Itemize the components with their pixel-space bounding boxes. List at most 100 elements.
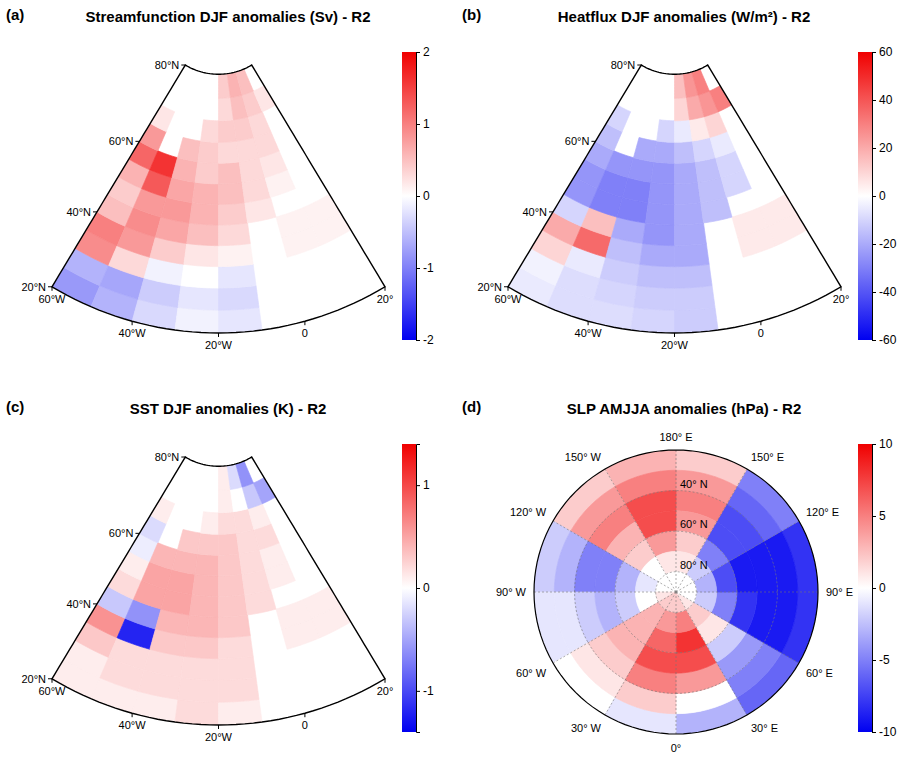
cell: [219, 286, 260, 311]
colorbar-tick: 5: [872, 509, 886, 523]
colorbar-tick-mark: [872, 292, 876, 293]
colorbar-tick-label: 0: [423, 189, 430, 203]
colorbar-tick-label: -20: [879, 237, 897, 251]
tick-label: 60°W: [38, 293, 66, 305]
tick-mark: [93, 603, 97, 604]
colorbar-tick: -20: [872, 237, 897, 251]
panel-title: SLP AMJJA anomalies (hPa) - R2: [567, 400, 802, 417]
cells: [52, 461, 351, 725]
tick-mark: [637, 65, 641, 66]
colorbar-tick-mark: [416, 485, 420, 486]
colorbar-tick-mark: [872, 52, 876, 53]
colorbar-tick-label: 20: [879, 141, 893, 155]
cell: [219, 699, 263, 725]
tick-mark: [588, 321, 589, 325]
tick-mark: [181, 457, 185, 458]
tick-mark: [549, 211, 553, 212]
tick-mark: [52, 287, 53, 291]
cell: [219, 203, 248, 225]
tick-mark: [48, 678, 52, 679]
colorbar-axis-line: [873, 53, 877, 341]
colorbar-tick-mark: [872, 196, 876, 197]
colorbar-tick-label: 1: [423, 117, 430, 131]
colorbar-tick: 2: [416, 45, 430, 59]
cell: [198, 141, 219, 163]
cell: [195, 162, 218, 184]
cell: [303, 194, 340, 226]
colorbar-tick: -1: [416, 684, 434, 698]
tick-mark: [135, 141, 139, 142]
map-frame: [52, 457, 385, 725]
cell: [175, 307, 219, 333]
cell: [175, 699, 219, 725]
cells: [534, 450, 818, 734]
cell: [184, 635, 219, 658]
cell: [645, 203, 674, 225]
cell: [637, 264, 675, 288]
grid-line: [676, 592, 747, 715]
cells: [508, 69, 807, 333]
colorbar-tick: 20: [872, 141, 893, 155]
colorbar-tick-label: 0: [879, 189, 886, 203]
tick-label: 40°W: [119, 327, 147, 339]
tick-mark: [52, 679, 53, 683]
colorbar-tick-mark: [416, 52, 420, 53]
colorbar-tick: -1: [416, 261, 434, 275]
panel-letter: (a): [6, 6, 24, 23]
tick-label: 20°N: [21, 673, 46, 685]
grid-line: [676, 592, 799, 663]
cell: [675, 264, 713, 288]
grid-line: [553, 592, 676, 663]
cell: [201, 512, 219, 535]
colorbar-tick-label: 2: [423, 45, 430, 59]
colorbar-tick-label: 10: [879, 437, 893, 451]
cell: [219, 656, 257, 680]
map-frame: [508, 65, 841, 333]
cell: [219, 554, 242, 576]
cell: [635, 572, 658, 592]
colorbar-tick: -40: [872, 285, 897, 299]
colorbar-tick: 0: [416, 189, 430, 203]
cell: [195, 554, 218, 576]
cell: [236, 461, 254, 487]
grid-line: [676, 592, 818, 593]
colorbar-tick: 0: [872, 581, 886, 595]
tick-label: 60°W: [494, 293, 522, 305]
cell: [219, 307, 263, 333]
cell: [675, 307, 719, 333]
tick-label: 150° W: [565, 451, 602, 463]
graticule: [534, 450, 818, 734]
panel-title: SST DJF anomalies (K) - R2: [130, 400, 327, 417]
cell: [219, 264, 257, 288]
cell: [178, 678, 219, 703]
colorbar-tick-label: -10: [879, 725, 897, 739]
grid-line: [676, 450, 677, 592]
cell: [219, 635, 254, 658]
grid-line: [676, 521, 799, 592]
tick-label: 20°W: [205, 339, 233, 351]
cell: [198, 533, 219, 555]
colorbar-tick-mark: [872, 340, 876, 341]
tick-mark: [218, 333, 219, 337]
grid-line: [676, 469, 747, 592]
cell: [219, 595, 248, 617]
tick-mark: [181, 65, 185, 66]
cells: [52, 69, 351, 333]
tick-mark: [132, 713, 133, 717]
colorbar-tick-mark: [416, 588, 420, 589]
tick-label: 20°: [377, 685, 394, 697]
cell: [651, 162, 674, 184]
colorbar-tick-label: -5: [879, 653, 890, 667]
tick-label: 40°N: [66, 598, 91, 610]
tick-label: 80°N: [155, 59, 180, 71]
cell: [633, 137, 656, 161]
colorbar-tick-mark: [416, 691, 420, 692]
cell: [640, 243, 675, 266]
tick-mark: [48, 286, 52, 287]
panel: (a)Streamfunction DJF anomalies (Sv) - R…: [6, 6, 434, 351]
colorbar-tick-label: 0: [879, 581, 886, 595]
cell: [675, 203, 704, 225]
cell: [219, 574, 245, 596]
cell: [219, 533, 240, 555]
tick-label: 30° W: [571, 722, 602, 734]
